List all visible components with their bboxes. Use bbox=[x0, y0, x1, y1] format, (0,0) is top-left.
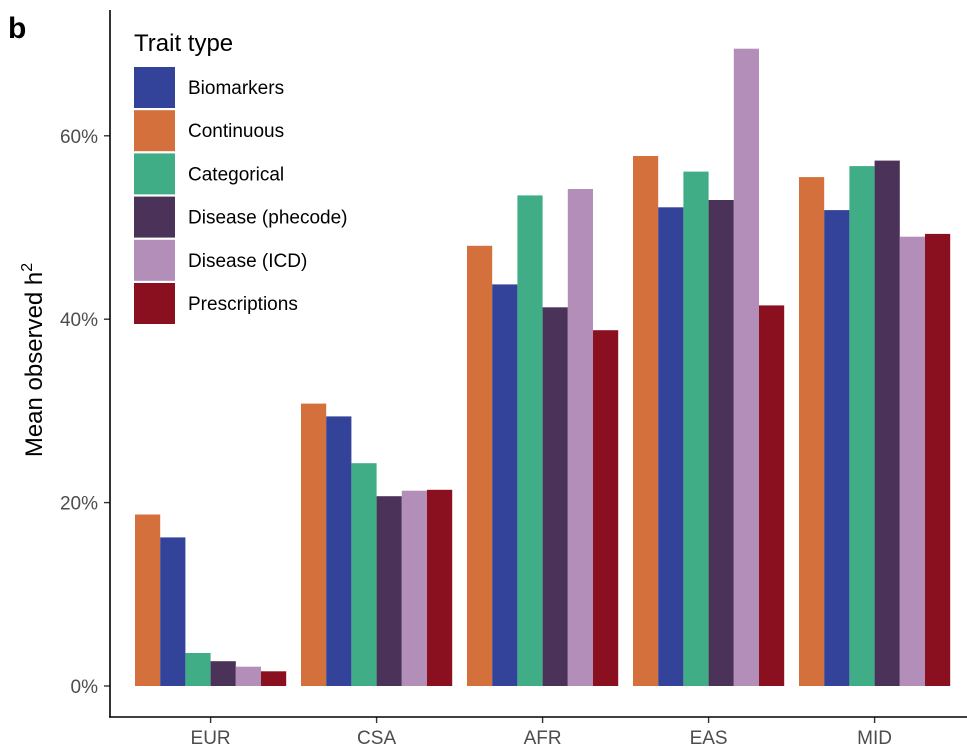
x-axis: EUR CSA AFR EAS MID bbox=[191, 717, 892, 747]
legend-label: Disease (phecode) bbox=[188, 208, 347, 229]
bar-eur-continuous bbox=[135, 514, 161, 686]
y-axis-title: Mean observed h2 bbox=[19, 263, 48, 457]
y-tick-label: 60% bbox=[60, 127, 98, 148]
bar-afr-continuous bbox=[467, 245, 493, 687]
bar-eas-disease-phecode bbox=[708, 200, 734, 686]
bar-afr-biomarkers bbox=[492, 284, 518, 686]
bar-eur-biomarkers bbox=[160, 537, 186, 686]
y-axis-title-superscript: 2 bbox=[19, 263, 36, 272]
legend: Trait type Biomarkers Continuous Categoric… bbox=[134, 30, 347, 324]
bar-csa-categorical bbox=[351, 463, 377, 686]
bar-csa-prescriptions bbox=[427, 489, 453, 686]
bar-eur-disease-phecode bbox=[210, 661, 236, 686]
bar-mid-disease-phecode bbox=[874, 160, 900, 687]
legend-swatch bbox=[134, 153, 175, 195]
bar-mid-prescriptions bbox=[925, 233, 951, 686]
bar-eur-prescriptions bbox=[261, 671, 287, 686]
bar-eur-categorical bbox=[185, 653, 211, 686]
bar-mid-disease-icd bbox=[899, 236, 925, 686]
legend-title: Trait type bbox=[134, 30, 233, 57]
panel-label: b bbox=[8, 12, 26, 45]
bar-csa-biomarkers bbox=[326, 416, 352, 686]
legend-label: Categorical bbox=[188, 164, 284, 185]
bar-eur-disease-icd bbox=[235, 666, 261, 686]
legend-label: Biomarkers bbox=[188, 78, 284, 99]
bars-group bbox=[135, 48, 951, 687]
y-axis: 0% 20% 40% 60% bbox=[60, 127, 110, 698]
bar-eas-continuous bbox=[633, 156, 659, 686]
bar-csa-disease-phecode bbox=[376, 496, 402, 686]
bar-csa-disease-icd bbox=[401, 490, 427, 686]
bar-eas-prescriptions bbox=[759, 305, 785, 686]
legend-label: Continuous bbox=[188, 121, 284, 142]
legend-label: Disease (ICD) bbox=[188, 251, 307, 272]
x-tick-label-afr: AFR bbox=[524, 728, 562, 747]
legend-swatch bbox=[134, 283, 175, 324]
bar-csa-continuous bbox=[301, 403, 327, 686]
legend-swatch bbox=[134, 239, 175, 281]
legend-label: Prescriptions bbox=[188, 294, 298, 315]
bar-mid-biomarkers bbox=[824, 210, 850, 686]
y-tick-label: 20% bbox=[60, 494, 98, 515]
bar-eas-biomarkers bbox=[658, 207, 684, 687]
y-axis-title-main: Mean observed h bbox=[21, 272, 48, 457]
y-tick-label: 40% bbox=[60, 310, 98, 331]
y-tick-label: 0% bbox=[71, 677, 99, 698]
bar-afr-disease-icd bbox=[567, 189, 593, 686]
bar-afr-categorical bbox=[517, 195, 543, 686]
bar-afr-prescriptions bbox=[593, 330, 619, 686]
legend-swatch bbox=[134, 196, 175, 238]
x-tick-label-eur: EUR bbox=[191, 728, 231, 747]
bar-mid-continuous bbox=[799, 177, 825, 686]
x-tick-label-csa: CSA bbox=[357, 728, 396, 747]
legend-swatch bbox=[134, 67, 175, 108]
bar-mid-categorical bbox=[849, 166, 875, 687]
bar-afr-disease-phecode bbox=[542, 307, 568, 686]
x-tick-label-mid: MID bbox=[857, 728, 892, 747]
legend-swatch bbox=[134, 110, 175, 152]
bar-eas-categorical bbox=[683, 171, 709, 687]
x-tick-label-eas: EAS bbox=[690, 728, 728, 747]
bar-eas-disease-icd bbox=[733, 48, 759, 686]
